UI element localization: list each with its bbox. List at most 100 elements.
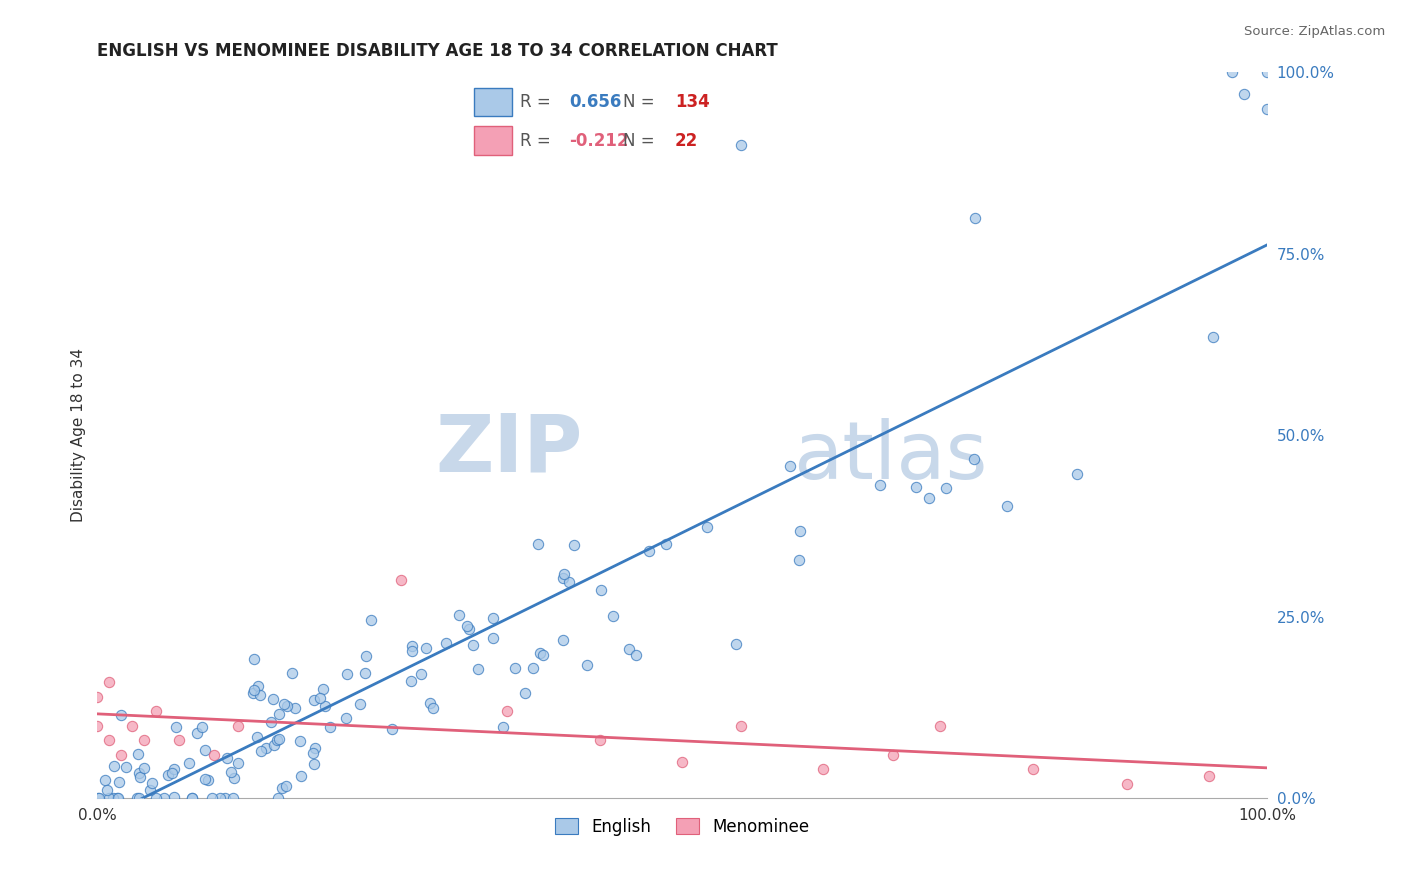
- Point: [1202, 330, 1225, 344]
- Point: [638, 544, 661, 558]
- Point: [1220, 65, 1243, 79]
- Point: [349, 698, 371, 712]
- Point: [696, 520, 718, 534]
- Point: [246, 730, 269, 744]
- Point: [107, 791, 129, 805]
- Point: [302, 692, 325, 706]
- Point: [276, 698, 298, 713]
- Point: [522, 661, 544, 675]
- Point: [1233, 87, 1256, 102]
- Point: [191, 720, 214, 734]
- Point: [619, 641, 641, 656]
- Point: [1256, 102, 1278, 116]
- Point: [273, 697, 295, 711]
- Point: [409, 667, 432, 681]
- Point: [201, 791, 224, 805]
- Point: [202, 747, 225, 762]
- Text: atlas: atlas: [793, 418, 987, 496]
- Point: [128, 791, 150, 805]
- Point: [263, 738, 285, 752]
- Point: [1066, 467, 1088, 482]
- Point: [110, 747, 132, 762]
- Point: [589, 733, 612, 747]
- Point: [110, 707, 132, 722]
- Point: [163, 762, 186, 776]
- Point: [214, 791, 236, 805]
- Point: [163, 789, 186, 804]
- Point: [928, 718, 950, 732]
- Point: [995, 499, 1018, 513]
- Point: [134, 733, 156, 747]
- Point: [129, 770, 152, 784]
- Point: [153, 791, 176, 805]
- Point: [108, 775, 131, 789]
- Point: [226, 718, 249, 732]
- Point: [869, 478, 891, 492]
- Point: [1115, 777, 1137, 791]
- Point: [98, 733, 121, 747]
- Point: [553, 633, 575, 648]
- Point: [87, 791, 110, 805]
- Point: [557, 574, 579, 589]
- Point: [145, 704, 167, 718]
- Point: [302, 746, 325, 760]
- Point: [730, 718, 752, 732]
- Point: [1256, 65, 1278, 79]
- Point: [963, 452, 986, 467]
- Point: [562, 538, 585, 552]
- Point: [354, 649, 377, 664]
- Point: [127, 791, 149, 805]
- Point: [276, 780, 298, 794]
- Point: [86, 718, 108, 732]
- Point: [209, 791, 232, 805]
- Point: [1022, 762, 1045, 776]
- Point: [194, 742, 217, 756]
- Point: [262, 691, 284, 706]
- Point: [304, 740, 326, 755]
- Point: [495, 704, 517, 718]
- Point: [246, 679, 269, 693]
- Point: [589, 582, 612, 597]
- Point: [243, 683, 266, 698]
- Point: [492, 720, 515, 734]
- Point: [456, 619, 478, 633]
- Point: [260, 714, 283, 729]
- Point: [180, 791, 202, 805]
- Point: [284, 701, 307, 715]
- Point: [381, 722, 404, 736]
- Point: [515, 686, 537, 700]
- Point: [103, 791, 125, 805]
- Point: [98, 675, 121, 690]
- Point: [531, 648, 554, 662]
- Point: [576, 658, 599, 673]
- Point: [269, 706, 291, 721]
- Point: [222, 772, 245, 786]
- Point: [132, 761, 155, 775]
- Point: [811, 762, 834, 776]
- Text: Source: ZipAtlas.com: Source: ZipAtlas.com: [1244, 25, 1385, 38]
- Point: [447, 608, 470, 623]
- Point: [249, 744, 271, 758]
- Point: [526, 537, 548, 551]
- Point: [457, 623, 479, 637]
- Point: [391, 574, 413, 588]
- Point: [904, 480, 927, 494]
- Point: [160, 765, 183, 780]
- Point: [602, 608, 624, 623]
- Y-axis label: Disability Age 18 to 34: Disability Age 18 to 34: [72, 348, 86, 523]
- Point: [288, 734, 311, 748]
- Point: [335, 710, 357, 724]
- Point: [89, 791, 111, 805]
- Point: [141, 776, 163, 790]
- Point: [254, 740, 277, 755]
- Point: [186, 726, 208, 740]
- Point: [165, 720, 187, 734]
- Point: [281, 665, 304, 680]
- Point: [139, 782, 162, 797]
- Point: [624, 648, 647, 663]
- Point: [267, 791, 290, 805]
- Point: [103, 759, 125, 773]
- Point: [270, 780, 292, 795]
- Point: [243, 652, 266, 666]
- Point: [121, 718, 143, 732]
